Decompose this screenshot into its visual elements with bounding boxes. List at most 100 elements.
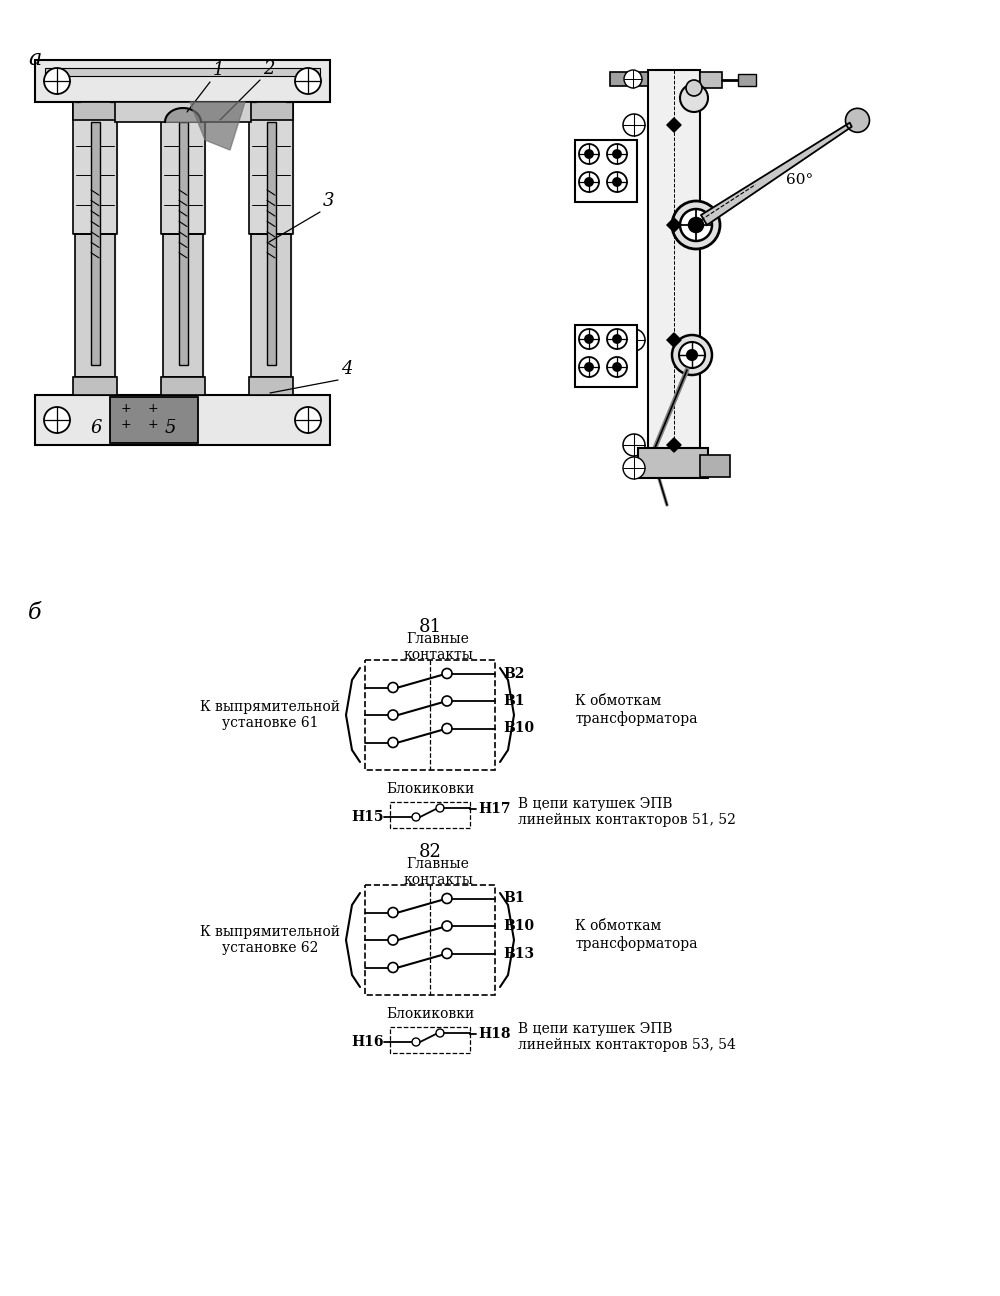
Text: 60°: 60° [786, 172, 813, 187]
Circle shape [585, 334, 593, 343]
Circle shape [585, 178, 593, 187]
Text: В цепи катушек ЭПВ
линейных контакторов 51, 52: В цепи катушек ЭПВ линейных контакторов … [518, 797, 736, 827]
Circle shape [388, 683, 398, 692]
Circle shape [613, 334, 621, 343]
Circle shape [436, 804, 444, 813]
Text: К выпрямительной
установке 61: К выпрямительной установке 61 [200, 700, 340, 730]
Circle shape [607, 356, 627, 377]
Text: 2: 2 [263, 60, 274, 78]
Polygon shape [161, 102, 205, 233]
Bar [700, 455, 730, 477]
Circle shape [623, 434, 645, 456]
Circle shape [672, 334, 712, 375]
Polygon shape [667, 333, 681, 347]
Bar [575, 140, 637, 202]
Bar [575, 325, 637, 388]
Polygon shape [73, 102, 117, 233]
Circle shape [442, 921, 452, 931]
Text: 81: 81 [418, 618, 442, 636]
Bar [610, 73, 648, 86]
Circle shape [295, 407, 321, 433]
Text: В1: В1 [503, 693, 524, 708]
Bar [648, 70, 700, 460]
Text: Блокиковки: Блокиковки [386, 781, 474, 796]
Text: Блокиковки: Блокиковки [386, 1007, 474, 1021]
Polygon shape [163, 233, 203, 377]
Circle shape [579, 172, 599, 192]
Circle shape [672, 201, 720, 249]
Text: +: + [121, 419, 131, 432]
Circle shape [623, 457, 645, 480]
Text: В13: В13 [503, 946, 534, 960]
Circle shape [388, 907, 398, 918]
Circle shape [585, 150, 593, 158]
Bar [179, 122, 188, 365]
Circle shape [624, 70, 642, 88]
Text: Н15: Н15 [352, 810, 384, 824]
Text: В2: В2 [503, 666, 524, 680]
Circle shape [442, 723, 452, 734]
Bar [390, 1026, 470, 1052]
Bar [638, 448, 708, 478]
Circle shape [845, 109, 869, 132]
Circle shape [295, 67, 321, 95]
Text: К обмоткам
трансформатора: К обмоткам трансформатора [575, 919, 698, 951]
Text: а: а [28, 48, 41, 70]
Circle shape [579, 356, 599, 377]
Bar [35, 395, 330, 445]
Polygon shape [667, 218, 681, 232]
Text: Главные
контакты: Главные контакты [403, 632, 473, 662]
Bar [249, 102, 293, 121]
Text: В10: В10 [503, 919, 534, 933]
Polygon shape [251, 233, 291, 377]
Circle shape [169, 407, 195, 433]
Bar [267, 122, 276, 365]
Text: К выпрямительной
установке 62: К выпрямительной установке 62 [200, 925, 340, 955]
Circle shape [686, 80, 702, 96]
Circle shape [679, 342, 705, 368]
Circle shape [388, 737, 398, 748]
Text: 3: 3 [323, 192, 334, 210]
Circle shape [412, 1038, 420, 1046]
Circle shape [442, 669, 452, 679]
Text: В1: В1 [503, 892, 524, 906]
Polygon shape [165, 108, 201, 122]
Bar [110, 397, 198, 443]
Bar [45, 67, 320, 76]
Bar [738, 74, 756, 86]
Text: +: + [148, 403, 158, 416]
Circle shape [680, 209, 712, 241]
Polygon shape [667, 438, 681, 452]
Bar [115, 102, 251, 122]
Circle shape [442, 949, 452, 959]
Text: 4: 4 [341, 360, 352, 378]
Text: 5: 5 [165, 419, 176, 437]
Circle shape [613, 363, 621, 371]
Text: В цепи катушек ЭПВ
линейных контакторов 53, 54: В цепи катушек ЭПВ линейных контакторов … [518, 1023, 736, 1052]
Circle shape [442, 893, 452, 903]
Circle shape [412, 813, 420, 820]
Circle shape [607, 172, 627, 192]
Circle shape [623, 329, 645, 351]
Polygon shape [75, 233, 115, 377]
Text: Н17: Н17 [478, 802, 511, 816]
Circle shape [607, 144, 627, 165]
Text: 1: 1 [213, 61, 224, 79]
Polygon shape [667, 118, 681, 132]
Circle shape [607, 329, 627, 349]
Bar [161, 102, 205, 121]
Text: 82: 82 [419, 842, 441, 861]
Bar [73, 102, 117, 121]
Circle shape [388, 710, 398, 721]
Circle shape [680, 84, 708, 111]
Circle shape [613, 150, 621, 158]
Polygon shape [190, 102, 245, 150]
Text: Н16: Н16 [352, 1036, 384, 1048]
Circle shape [388, 963, 398, 972]
Circle shape [388, 934, 398, 945]
Circle shape [44, 67, 70, 95]
Text: Главные
контакты: Главные контакты [403, 857, 473, 888]
Circle shape [613, 178, 621, 187]
Polygon shape [249, 102, 293, 233]
Bar [365, 885, 495, 995]
